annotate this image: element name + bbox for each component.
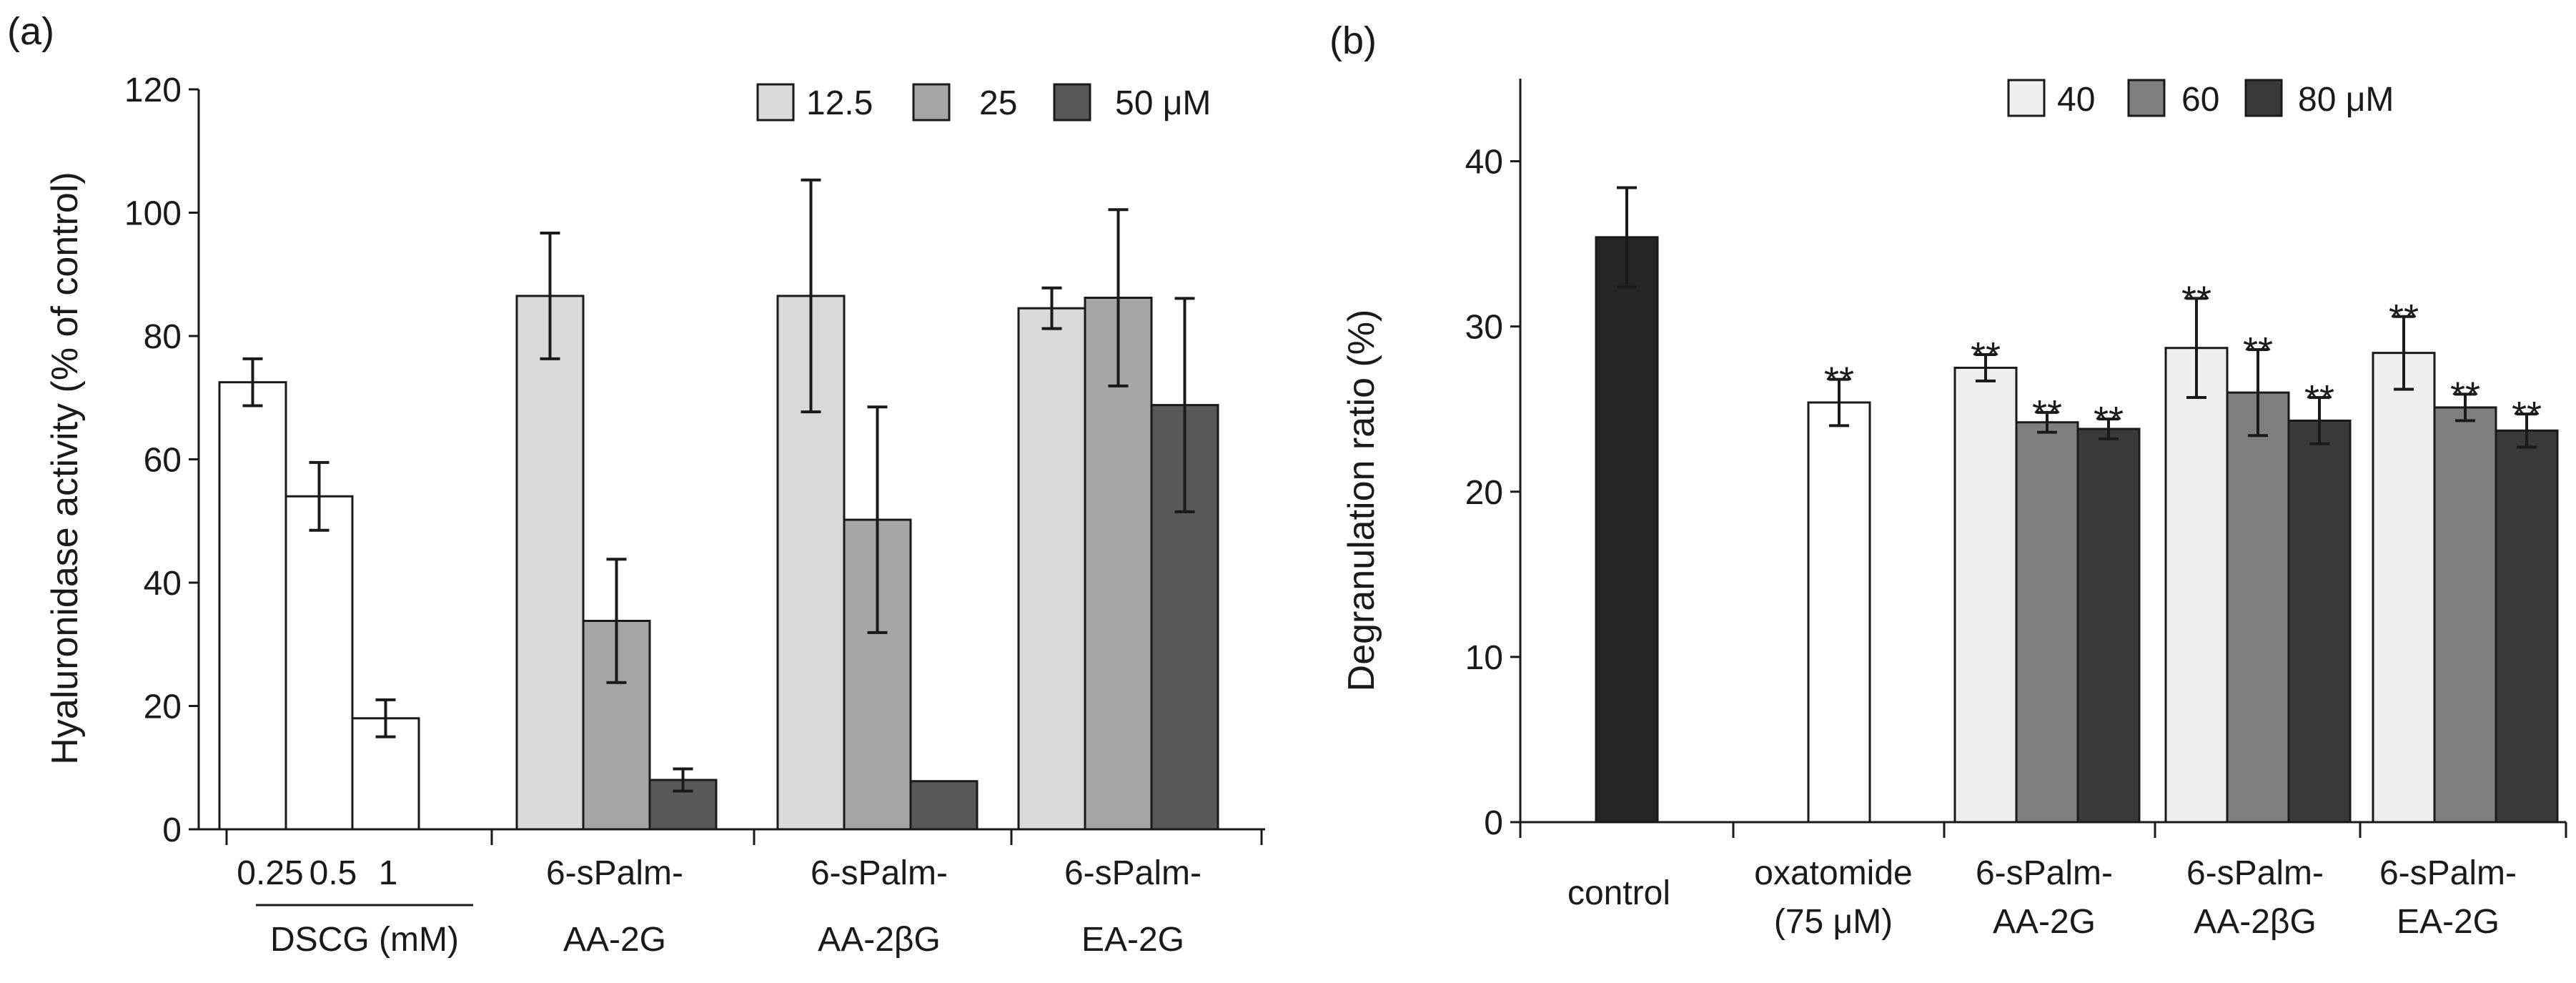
group-label-line: 6-sPalm- bbox=[1064, 854, 1202, 892]
y-tick-label: 0 bbox=[162, 811, 182, 849]
significance-marker: ** bbox=[2181, 278, 2211, 321]
bar bbox=[909, 780, 979, 831]
bar bbox=[284, 495, 354, 831]
bar bbox=[2287, 419, 2352, 824]
group-label-line: (75 μM) bbox=[1774, 903, 1893, 941]
y-tick-label: 20 bbox=[1465, 474, 1503, 512]
panel-a-y-axis-label: Hyaluronidase activity (% of control) bbox=[44, 172, 86, 764]
panel-a-label: (a) bbox=[7, 10, 54, 53]
group-label-line: 6-sPalm- bbox=[1976, 854, 2113, 892]
bar bbox=[515, 295, 585, 831]
panel-b-legend: 40 60 80 μM bbox=[2007, 79, 2394, 119]
dscg-dose-label: 1 bbox=[379, 854, 398, 892]
y-tick-label: 120 bbox=[124, 71, 182, 109]
legend-swatch bbox=[756, 83, 795, 122]
legend-swatch bbox=[912, 83, 951, 122]
significance-marker: ** bbox=[2304, 377, 2334, 420]
group-label-line: AA-2G bbox=[563, 921, 666, 959]
group-label-line: 6-sPalm- bbox=[546, 854, 683, 892]
legend-swatch bbox=[2244, 79, 2283, 117]
bar bbox=[1595, 236, 1659, 824]
bar bbox=[2015, 421, 2079, 824]
panel-a-x-labels: 0.25 0.5 1 DSCG (mM) 6-sPalm- AA-2G 6-sP… bbox=[237, 854, 1202, 959]
bar bbox=[2495, 429, 2559, 824]
legend-label: 12.5 bbox=[806, 84, 873, 122]
dscg-dose-label: 0.5 bbox=[309, 854, 357, 892]
y-tick-label: 60 bbox=[144, 442, 182, 480]
y-tick-label: 40 bbox=[1465, 144, 1503, 182]
dscg-group-label: DSCG (mM) bbox=[270, 921, 459, 959]
y-tick-label: 20 bbox=[144, 688, 182, 726]
y-tick-label: 30 bbox=[1465, 309, 1503, 347]
y-tick-label: 80 bbox=[144, 318, 182, 356]
panel-a-chart: (a) Hyaluronidase activity (% of control… bbox=[7, 10, 1265, 959]
legend-swatch bbox=[1053, 83, 1091, 122]
bar bbox=[2076, 428, 2141, 824]
bar bbox=[1953, 366, 2018, 824]
bar bbox=[2372, 352, 2436, 824]
panel-a-axes: 0 20 40 60 80 100 120 bbox=[124, 71, 1265, 849]
legend-label: 80 μM bbox=[2298, 81, 2394, 119]
y-tick-label: 0 bbox=[1484, 804, 1503, 842]
panel-a-bars bbox=[218, 178, 1219, 831]
legend-label: 50 μM bbox=[1115, 84, 1211, 122]
bar bbox=[1807, 401, 1871, 824]
significance-marker: ** bbox=[1971, 335, 2001, 377]
group-label-line: oxatomide bbox=[1754, 854, 1912, 892]
group-label-line: 6-sPalm- bbox=[2186, 854, 2324, 892]
group-label-line: EA-2G bbox=[2397, 903, 2500, 941]
y-tick-label: 10 bbox=[1465, 639, 1503, 677]
group-label-line: control bbox=[1567, 874, 1670, 912]
legend-label: 60 bbox=[2181, 81, 2219, 119]
significance-marker: ** bbox=[2389, 297, 2419, 340]
bar bbox=[1017, 307, 1086, 831]
group-label-line: AA-2βG bbox=[818, 921, 941, 959]
group-label-line: 6-sPalm- bbox=[811, 854, 948, 892]
bar bbox=[218, 381, 287, 831]
group-label-line: AA-2G bbox=[1993, 903, 2096, 941]
bar bbox=[2433, 406, 2497, 824]
y-tick-label: 40 bbox=[144, 565, 182, 603]
significance-marker: ** bbox=[1824, 360, 1854, 402]
legend-swatch bbox=[2127, 79, 2166, 117]
legend-swatch bbox=[2007, 79, 2046, 117]
group-label-line: 6-sPalm- bbox=[2379, 854, 2517, 892]
group-label-line: EA-2G bbox=[1081, 921, 1184, 959]
significance-marker: ** bbox=[2094, 399, 2124, 442]
panel-b-bars: ** ** ** ** ** ** ** ** ** ** bbox=[1595, 186, 2559, 824]
bar bbox=[2226, 391, 2290, 824]
group-label-line: AA-2βG bbox=[2194, 903, 2317, 941]
legend-label: 25 bbox=[979, 84, 1017, 122]
dscg-dose-label: 0.25 bbox=[237, 854, 303, 892]
legend-label: 40 bbox=[2057, 81, 2095, 119]
significance-marker: ** bbox=[2450, 374, 2480, 417]
significance-marker: ** bbox=[2512, 394, 2542, 437]
significance-marker: ** bbox=[2243, 330, 2273, 372]
significance-marker: ** bbox=[2032, 392, 2062, 435]
panel-b-label: (b) bbox=[1329, 19, 1377, 62]
panel-b-chart: (b) Degranulation ratio (%) 0 10 20 30 40 **… bbox=[1329, 19, 2567, 941]
panel-b-y-axis-label: Degranulation ratio (%) bbox=[1341, 310, 1382, 692]
bar bbox=[2164, 347, 2229, 824]
panel-b-x-labels: control oxatomide (75 μM) 6-sPalm- AA-2G… bbox=[1567, 854, 2517, 941]
panel-a-legend: 12.5 25 50 μM bbox=[756, 83, 1211, 122]
y-tick-label: 100 bbox=[124, 195, 182, 233]
